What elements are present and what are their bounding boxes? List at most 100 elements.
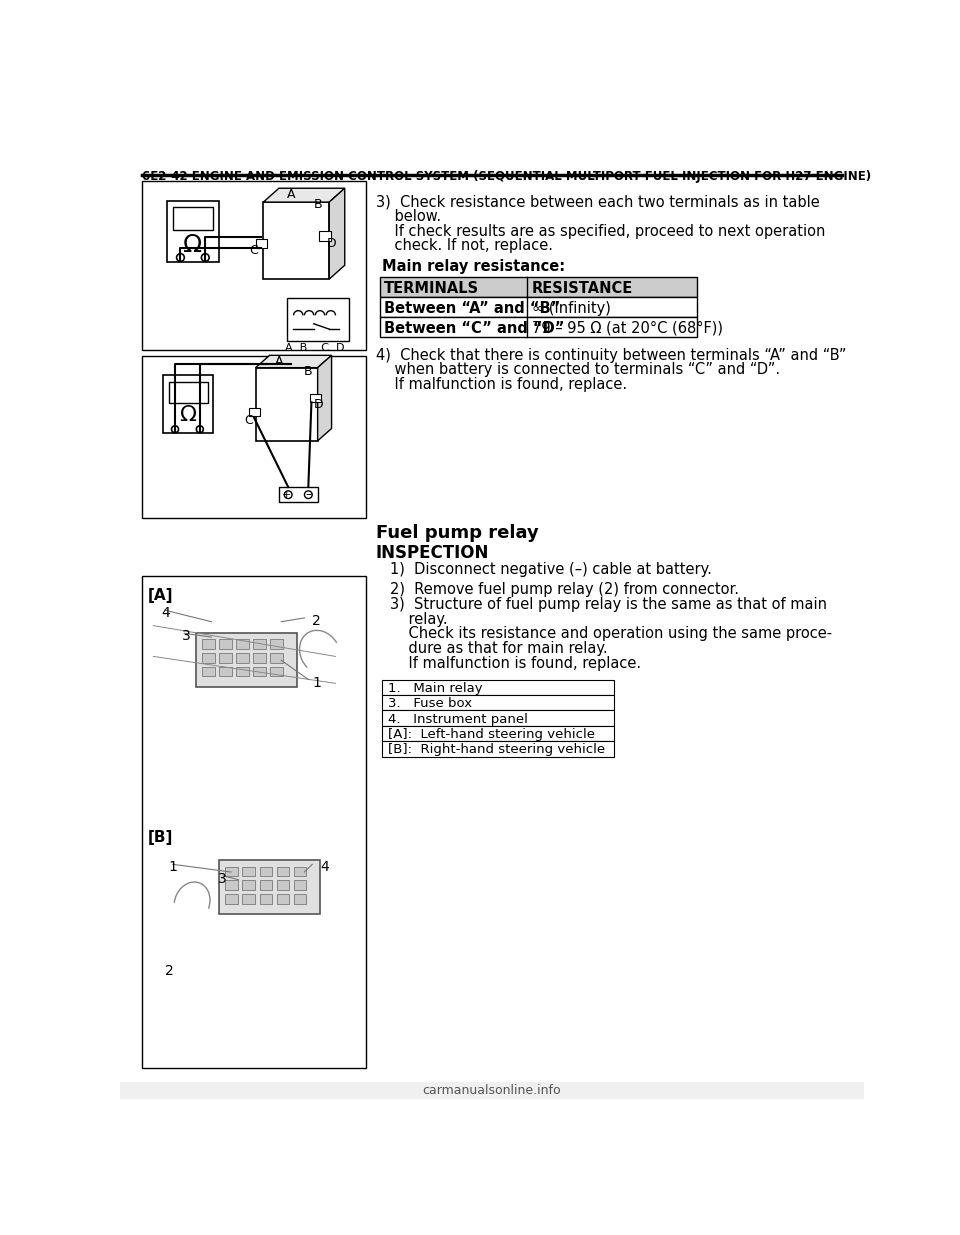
Bar [253,667,266,677]
Text: Between “C” and “D”: Between “C” and “D” [384,321,564,336]
Bar [226,894,238,904]
Bar [276,881,289,889]
Text: 1: 1 [312,676,321,689]
Bar [319,231,331,241]
Text: below.: below. [375,209,441,224]
Circle shape [177,253,184,262]
Bar [294,881,306,889]
Circle shape [304,490,312,499]
Bar [294,894,306,904]
Text: 3)  Structure of fuel pump relay is the same as that of main: 3) Structure of fuel pump relay is the s… [390,597,827,613]
Bar [382,741,614,757]
Text: 2)  Remove fuel pump relay (2) from connector.: 2) Remove fuel pump relay (2) from conne… [390,583,738,598]
Bar [236,667,249,677]
Text: 4.   Instrument panel: 4. Instrument panel [388,713,528,726]
Circle shape [202,253,209,262]
Text: [B]:  Right-hand steering vehicle: [B]: Right-hand steering vehicle [388,743,605,756]
Text: 3.   Fuse box: 3. Fuse box [388,698,472,710]
Bar [271,653,283,662]
Text: carmanualsonline.info: carmanualsonline.info [422,1084,562,1097]
Text: Check its resistance and operation using the same proce-: Check its resistance and operation using… [390,626,831,641]
Text: 2: 2 [165,965,174,978]
Circle shape [172,426,179,432]
Text: A: A [287,188,295,201]
Text: 1.   Main relay: 1. Main relay [388,682,483,695]
Bar [255,240,267,248]
Bar [379,277,697,296]
Text: dure as that for main relay.: dure as that for main relay. [390,641,608,656]
Bar [219,667,231,677]
Bar [276,867,289,876]
Text: Main relay resistance:: Main relay resistance: [382,259,565,274]
Text: Between “A” and “B”: Between “A” and “B” [384,300,561,316]
Text: 4: 4 [161,606,170,620]
Text: ∞ (Infinity): ∞ (Infinity) [532,300,611,316]
Text: Ω: Ω [183,233,203,257]
Bar [166,200,219,262]
Bar [173,206,213,230]
Text: when battery is connected to terminals “C” and “D”.: when battery is connected to terminals “… [375,362,780,377]
Bar [142,576,367,1068]
Bar [310,394,321,403]
Bar [382,710,614,726]
Bar [382,726,614,741]
Bar [276,894,289,904]
Text: [B]: [B] [148,830,173,845]
Text: relay.: relay. [390,611,447,626]
Text: A: A [275,356,283,368]
Text: If malfunction is found, replace.: If malfunction is found, replace. [390,656,641,671]
Polygon shape [263,188,345,203]
Bar [263,203,329,279]
Text: TERMINALS: TERMINALS [384,280,479,295]
Bar [259,867,272,876]
Bar [255,368,318,441]
Bar [226,867,238,876]
Text: 4)  Check that there is continuity between terminals “A” and “B”: 4) Check that there is continuity betwee… [375,347,847,363]
Bar [278,487,318,503]
Bar [243,894,254,904]
Bar [219,653,231,662]
Polygon shape [318,356,331,441]
Text: D: D [314,399,324,411]
Text: C: C [250,245,258,257]
Text: 1: 1 [169,861,178,874]
Bar [236,653,249,662]
Text: Ω: Ω [179,405,196,425]
Text: 4: 4 [320,861,328,874]
Text: 6E2-42 ENGINE AND EMISSION CONTROL SYSTEM (SEQUENTIAL MULTIPORT FUEL INJECTION F: 6E2-42 ENGINE AND EMISSION CONTROL SYSTE… [142,169,871,183]
Bar [203,667,214,677]
Text: 1)  Disconnect negative (–) cable at battery.: 1) Disconnect negative (–) cable at batt… [390,562,711,577]
Text: Fuel pump relay: Fuel pump relay [375,524,539,542]
Text: 3: 3 [218,872,227,885]
Bar [287,299,348,341]
Polygon shape [329,188,345,279]
Bar [259,881,272,889]
Bar [259,894,272,904]
Bar [219,640,231,648]
Text: [A]:  Left-hand steering vehicle: [A]: Left-hand steering vehicle [388,727,595,741]
Bar [253,640,266,648]
Text: check. If not, replace.: check. If not, replace. [375,238,553,253]
Text: B: B [303,364,312,378]
Bar [250,408,260,416]
Bar [271,667,283,677]
Bar [169,382,207,403]
Bar [203,653,214,662]
Text: 2: 2 [312,614,321,629]
Text: If check results are as specified, proceed to next operation: If check results are as specified, proce… [375,224,826,238]
Bar [196,634,297,687]
Text: INSPECTION: INSPECTION [375,543,490,562]
Bar [271,640,283,648]
Circle shape [284,490,292,499]
Bar [243,867,254,876]
Text: B: B [314,199,323,211]
Text: If malfunction is found, replace.: If malfunction is found, replace. [375,377,627,391]
Text: A  B    C  D: A B C D [285,343,345,353]
Bar [382,695,614,710]
Text: +: + [282,490,291,500]
Text: 3)  Check resistance between each two terminals as in table: 3) Check resistance between each two ter… [375,194,820,210]
Text: RESISTANCE: RESISTANCE [532,280,633,295]
Text: [A]: [A] [148,588,174,603]
Bar [203,640,214,648]
Text: 79 – 95 Ω (at 20°C (68°F)): 79 – 95 Ω (at 20°C (68°F)) [532,321,723,336]
